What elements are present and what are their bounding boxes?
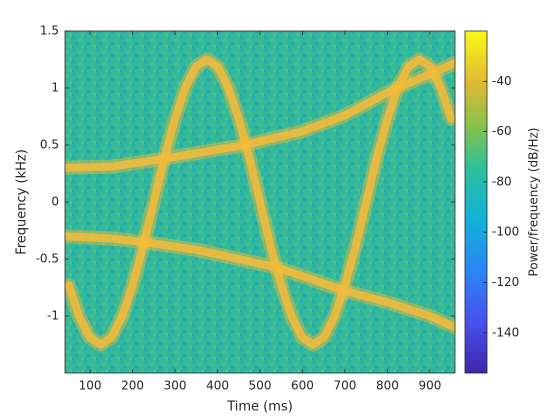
x-tick-label: 700 [334, 379, 357, 393]
y-tick-label: -1 [47, 309, 59, 323]
y-tick-label: -0.5 [36, 252, 59, 266]
trace [65, 232, 455, 332]
x-tick-label: 200 [121, 379, 144, 393]
y-tick-label: 1 [51, 81, 59, 95]
x-tick-label: 800 [376, 379, 399, 393]
colorbar-label: Power/frequency (dB/Hz) [527, 128, 541, 277]
y-axis-label: Frequency (kHz) [15, 149, 30, 255]
traces [65, 52, 455, 352]
colorbar-tick-label: -40 [492, 74, 512, 88]
x-tick-label: 300 [164, 379, 187, 393]
x-tick-label: 400 [206, 379, 229, 393]
x-axis-label: Time (ms) [226, 400, 293, 415]
colorbar-tick-label: -60 [492, 124, 512, 138]
colorbar [464, 30, 488, 374]
x-tick-label: 100 [79, 379, 102, 393]
trace [65, 55, 455, 349]
x-tick-label: 500 [249, 379, 272, 393]
colorbar-tick-label: -140 [492, 325, 519, 339]
colorbar-tick-label: -120 [492, 275, 519, 289]
colorbar-tick-label: -100 [492, 225, 519, 239]
y-tick-label: 0.5 [40, 138, 59, 152]
y-tick-label: 1.5 [40, 24, 59, 38]
x-tick-label: 900 [418, 379, 441, 393]
y-tick-label: 0 [51, 195, 59, 209]
x-tick-label: 600 [291, 379, 314, 393]
colorbar-tick-label: -80 [492, 174, 512, 188]
trace [65, 58, 455, 172]
